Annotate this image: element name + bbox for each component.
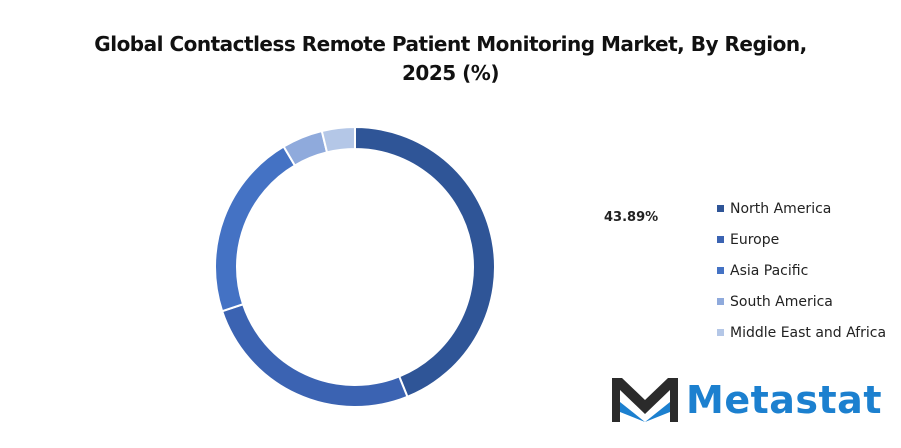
legend-label: Asia Pacific — [730, 262, 809, 279]
chart-title: Global Contactless Remote Patient Monito… — [0, 30, 901, 88]
metastat-logo: Metastat — [612, 378, 882, 422]
donut-slice-north-america — [354, 125, 496, 399]
legend-swatch — [717, 236, 724, 243]
logo-text: Metastat — [686, 378, 882, 422]
legend-label: Middle East and Africa — [730, 324, 887, 341]
chart-title-line-2: 2025 (%) — [402, 61, 499, 85]
legend-swatch — [717, 298, 724, 305]
legend: North America Europe Asia Pacific South … — [717, 193, 886, 348]
legend-label: South America — [730, 293, 833, 310]
metastat-m-icon — [612, 378, 678, 422]
legend-label: North America — [730, 200, 832, 217]
legend-item-south-america: South America — [717, 286, 886, 317]
legend-swatch — [717, 267, 724, 274]
legend-label: Europe — [730, 231, 780, 248]
donut-slice-europe — [220, 302, 409, 408]
data-label-north-america: 43.89% — [604, 210, 659, 225]
chart-title-line-1: Global Contactless Remote Patient Monito… — [94, 32, 807, 56]
donut-slice-asia-pacific — [214, 145, 297, 313]
legend-item-europe: Europe — [717, 224, 886, 255]
legend-swatch — [717, 329, 724, 336]
legend-item-middle-east-africa: Middle East and Africa — [717, 317, 886, 348]
donut-slice-middle-east-and-africa — [320, 125, 356, 154]
legend-swatch — [717, 205, 724, 212]
legend-item-asia-pacific: Asia Pacific — [717, 255, 886, 286]
legend-item-north-america: North America — [717, 193, 886, 224]
